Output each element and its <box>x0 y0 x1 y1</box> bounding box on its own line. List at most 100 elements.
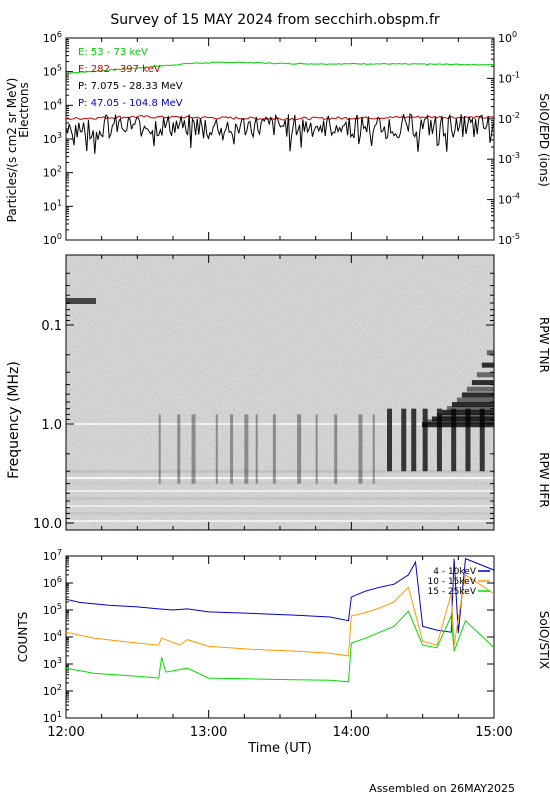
radio-band <box>66 497 494 500</box>
particles-tick-label: 106 <box>43 30 62 45</box>
radio-features <box>66 298 494 522</box>
stix-tick-label: 105 <box>43 602 62 617</box>
radio-tick-label: 1.0 <box>41 418 62 433</box>
radio-label-tnr: RPW TNR <box>537 317 550 373</box>
radio-burst-streak <box>158 414 161 484</box>
stix-series <box>66 557 494 683</box>
radio-burst-streak <box>215 414 218 484</box>
radio-tick-label: 0.1 <box>41 319 62 334</box>
particles-legend-entry: E: 53 - 73 keV <box>78 47 148 58</box>
stix-frame <box>65 555 495 719</box>
radio-burst-band <box>461 392 494 398</box>
radio-burst-column <box>436 408 442 472</box>
radio-band <box>66 482 494 485</box>
radio-burst-band <box>486 350 494 356</box>
radio-burst-column <box>401 408 407 472</box>
radio-burst-column <box>411 408 417 472</box>
radio-band <box>66 423 494 425</box>
stix-legend-entry: 10 - 15keV <box>428 577 477 587</box>
radio-burst-band <box>456 397 494 403</box>
stix-legend-entry: 4 - 10keV <box>433 567 477 577</box>
particles-tick-label: 103 <box>43 131 62 146</box>
radio-burst-column <box>465 408 471 472</box>
stix-series-line <box>66 557 494 634</box>
stix-right-label: SolO/STIX <box>537 611 550 670</box>
radio-burst-streak <box>297 414 302 484</box>
radio-tick-label: 10.0 <box>33 517 62 532</box>
radio-burst-column <box>451 408 457 472</box>
radio-burst-band <box>421 422 494 428</box>
particles-tick-label: 105 <box>43 64 62 79</box>
time-tick-label: 13:00 <box>190 725 227 740</box>
particles-series <box>66 61 494 154</box>
radio-band <box>66 520 494 522</box>
particles-right-tick-label: 10-4 <box>498 192 520 207</box>
stix-tick-label: 106 <box>43 575 62 590</box>
time-tick-label: 14:00 <box>333 725 370 740</box>
particles-right-tick-label: 100 <box>498 30 517 45</box>
stix-tick-label: 102 <box>43 683 62 698</box>
particles-ylabel: Particles/(s cm2 sr MeV) <box>5 78 19 223</box>
particles-right-tick-label: 10-5 <box>498 232 520 247</box>
radio-band <box>66 505 494 507</box>
radio-burst-band <box>451 402 494 408</box>
radio-burst-streak <box>272 414 276 484</box>
particles-tick-label: 102 <box>43 165 62 180</box>
stix-tick-label: 104 <box>43 629 62 644</box>
particles-series-line <box>66 114 494 121</box>
radio-panel: 0.1 1.0 10.0 Frequency (MHz) RPW TNR RPW H… <box>6 254 550 532</box>
time-tick-label: 12:00 <box>47 725 84 740</box>
particles-right-label: SolO/EPD (ions) <box>537 93 550 187</box>
figure-title: Survey of 15 MAY 2024 from secchirh.obsp… <box>110 12 440 28</box>
radio-band <box>66 512 494 515</box>
particles-right-axis: 10-5 10-4 10-3 10-2 10-1 100 <box>487 30 520 247</box>
radio-burst-band <box>481 362 494 368</box>
stix-tick-label: 107 <box>43 548 62 563</box>
radio-burst-streak <box>334 414 338 484</box>
radio-band <box>66 477 494 479</box>
particles-legend-entry: P: 47.05 - 104.8 MeV <box>78 98 183 109</box>
stix-series-line <box>66 574 494 657</box>
radio-burst-streak <box>255 414 258 484</box>
particles-tick-label: 104 <box>43 97 62 112</box>
radio-burst-streak <box>244 414 249 484</box>
radio-burst-column <box>479 408 485 472</box>
radio-burst-streak <box>315 414 318 484</box>
radio-axis: 0.1 1.0 10.0 <box>33 272 494 532</box>
radio-burst-band <box>466 386 494 392</box>
stix-axis: 101 102 103 104 105 106 107 <box>43 548 494 725</box>
radio-burst-streak <box>358 414 363 484</box>
particles-right-tick-label: 10-1 <box>498 70 520 85</box>
radio-burst-band <box>476 372 494 378</box>
particles-legend-entry: P: 7.075 - 28.33 MeV <box>78 81 183 92</box>
particles-tick-label: 101 <box>43 198 62 213</box>
xaxis-label: Time (UT) <box>247 741 312 756</box>
radio-burst-streak <box>230 414 234 484</box>
particles-legend: E: 53 - 73 keV E: 282 - 397 keV P: 7.075 -… <box>78 47 183 109</box>
particles-frame <box>65 37 495 241</box>
radio-burst-band <box>426 419 494 425</box>
radio-burst-column <box>387 408 392 472</box>
stix-series-line <box>66 610 494 683</box>
particles-right-tick-label: 10-3 <box>498 151 520 166</box>
radio-label-hfr: RPW HFR <box>537 452 550 508</box>
radio-noise <box>66 255 494 530</box>
stix-ylabel: COUNTS <box>16 612 30 663</box>
radio-burst-streak <box>372 414 375 484</box>
radio-burst-band <box>446 406 494 412</box>
particles-right-tick-label: 10-2 <box>498 111 520 126</box>
time-tick-label: 15:00 <box>475 725 512 740</box>
particles-ylabel-electrons: Electrons <box>17 82 31 137</box>
particles-legend-entry: E: 282 - 397 keV <box>78 64 161 75</box>
radio-burst-early <box>66 298 96 304</box>
radio-burst-column <box>422 408 428 472</box>
particles-left-axis: 100 101 102 103 104 105 106 <box>43 30 73 247</box>
radio-burst-band <box>431 416 494 422</box>
particles-series-line <box>66 61 494 74</box>
footer-note: Assembled on 26MAY2025 <box>369 782 515 795</box>
stix-legend-entry: 15 - 25keV <box>428 587 477 597</box>
